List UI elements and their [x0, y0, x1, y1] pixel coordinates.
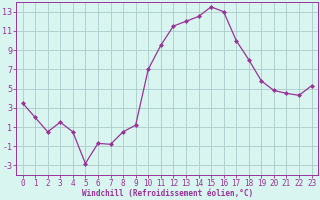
X-axis label: Windchill (Refroidissement éolien,°C): Windchill (Refroidissement éolien,°C): [82, 189, 253, 198]
